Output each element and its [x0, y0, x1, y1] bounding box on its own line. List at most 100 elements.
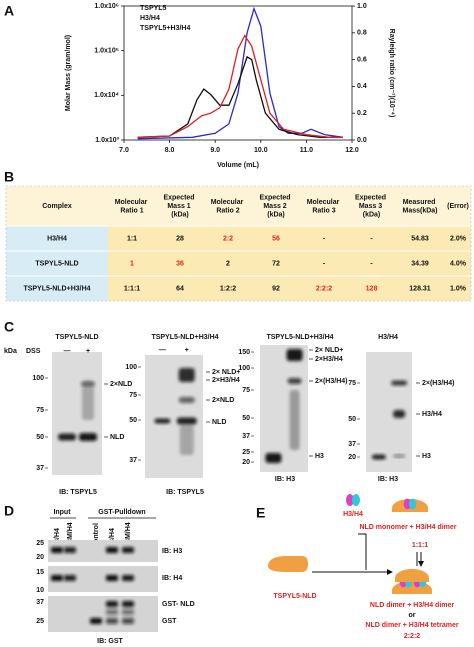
table-cell: TSPYL5-NLD — [35, 260, 78, 267]
marker-label: 20 — [348, 454, 356, 461]
table-first-cell-bg — [6, 276, 108, 301]
label: 2:2:2 — [404, 633, 420, 640]
y2-tick-label: 0.4 — [357, 83, 367, 90]
table-header-cell: Expected Mass 1 (kDa) — [163, 194, 196, 218]
table-border — [5, 185, 472, 302]
marker-label: 15 — [36, 569, 44, 576]
marker-label: 37 — [242, 433, 250, 440]
lane-label: + — [185, 347, 189, 354]
legend-entry: H3/H4 — [140, 15, 160, 22]
y2-tick-label: 0.6 — [357, 56, 367, 63]
lane-label: Control — [93, 523, 100, 548]
blot-band — [122, 547, 134, 553]
table-cell: 1:1 — [127, 235, 137, 242]
table-cell: 28 — [176, 235, 184, 242]
lane-label: H3/H4 — [109, 528, 116, 548]
table-cell: 2 — [226, 260, 230, 267]
blot-image — [260, 345, 308, 472]
ib-label: IB: H3 — [275, 476, 295, 483]
table-cell: 2:2:2 — [316, 285, 332, 292]
blot-band — [106, 601, 118, 607]
blot-band — [64, 575, 76, 581]
blot-band — [106, 547, 118, 553]
band-annotation: 2×H3/H4 — [212, 377, 240, 384]
blot-band — [178, 397, 195, 403]
label: NLD monomer + H3/H4 dimer — [359, 524, 456, 531]
panel-letter: B — [4, 169, 14, 185]
table-cell: 72 — [272, 260, 280, 267]
panel-letter: E — [256, 505, 265, 521]
blot-label: GST — [162, 618, 177, 625]
x-tick-label: 7.0 — [119, 147, 129, 154]
marker-label: 150 — [238, 349, 250, 356]
blot-band — [122, 601, 134, 607]
dss-label: DSS — [26, 348, 41, 355]
label: or — [409, 612, 416, 619]
y2-axis-label: Rayleigh ratio (cm⁻¹)(10⁻⁴) — [388, 29, 395, 118]
y2-tick-label: 0.2 — [357, 110, 367, 117]
lane-label: — — [159, 347, 166, 354]
marker-label: 10 — [36, 587, 44, 594]
plot-frame — [123, 5, 353, 141]
marker-label: 50 — [242, 415, 250, 422]
bracket-arrow — [358, 533, 367, 570]
marker-label: 25 — [36, 618, 44, 625]
label: NLD dimer + H3/H4 dimer — [370, 602, 454, 609]
lane-label: H3M/H4 — [125, 522, 132, 548]
header-label: Input — [53, 509, 71, 516]
curve — [137, 6, 343, 140]
band-annotation: 2×H3/H4 — [315, 356, 343, 363]
marker-label: 50 — [348, 416, 356, 423]
blot-band — [393, 454, 406, 458]
band-annotation: NLD — [110, 434, 124, 441]
x-tick-label: 10.0 — [254, 147, 268, 154]
blot-band — [51, 575, 63, 581]
blot-band — [58, 433, 76, 441]
table-cell: 54.83 — [411, 235, 429, 242]
ib-label: IB: GST — [97, 638, 123, 645]
legend-entry: TSPYL5+H3/H4 — [140, 25, 190, 32]
table-header-bg — [6, 186, 471, 226]
table-cell: 56 — [272, 235, 280, 242]
y-tick-label: 1.0x10⁶ — [94, 3, 119, 10]
blot-band — [64, 547, 76, 553]
blot-band — [393, 410, 406, 418]
band-annotation: 2× NLD+ — [315, 347, 343, 354]
lane-label: H3/H4 — [54, 528, 61, 548]
histone-h4 — [409, 498, 417, 510]
marker-label: 20 — [242, 459, 250, 466]
table-cell: 92 — [272, 285, 280, 292]
blot-band — [82, 380, 94, 420]
table-cell: - — [323, 260, 326, 267]
table-cell: 128.31 — [409, 285, 431, 292]
blot-band — [391, 380, 408, 386]
marker-label: 25 — [242, 449, 250, 456]
table-first-cell-bg — [6, 226, 108, 251]
band-annotation: 2×(H3/H4) — [422, 380, 454, 387]
table-cell: 2.0% — [450, 235, 467, 242]
blot-title: H3/H4 — [378, 334, 398, 341]
header-label: GST-Pulldown — [98, 509, 145, 516]
blot-band — [122, 618, 134, 624]
marker-label: 75 — [36, 407, 44, 414]
band-annotation: H3 — [315, 453, 324, 460]
marker-label: 37 — [36, 599, 44, 606]
table-cell: 2:2 — [223, 235, 233, 242]
blot-title: TSPYL5-NLD+H3/H4 — [266, 334, 333, 341]
kda-label: kDa — [4, 348, 17, 355]
table-cell: - — [370, 260, 373, 267]
label: H3/H4 — [343, 511, 363, 518]
table-header-cell: Expected Mass 3 (kDa) — [355, 194, 388, 218]
y-tick-label: 1.0x10⁴ — [94, 92, 119, 99]
y-axis-label: Molar Mass (gram/mol) — [65, 35, 72, 111]
marker-label: 25 — [36, 540, 44, 547]
blot-label: GST- NLD — [162, 601, 195, 608]
table-cell: - — [370, 235, 373, 242]
y2-tick-label: 1.0 — [357, 3, 367, 10]
lane-label: — — [64, 348, 71, 355]
table-header-cell: (Error) — [447, 203, 469, 210]
table-cell: 1:1:1 — [124, 285, 140, 292]
blot-label: IB: H3 — [162, 548, 182, 555]
table-cell: 64 — [176, 285, 184, 292]
label: NLD dimer + H3/H4 tetramer — [365, 622, 458, 629]
